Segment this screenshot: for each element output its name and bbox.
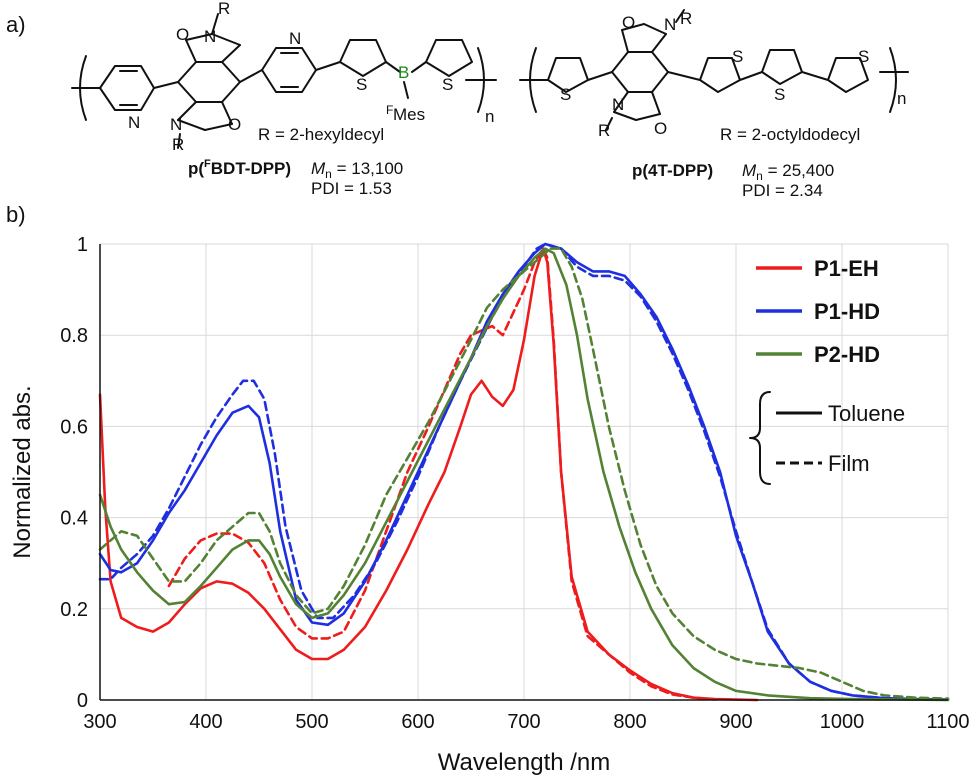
right-dpp-R1: R [680,9,692,28]
left-dpp-N1: N [204,27,216,46]
left-boron-F: F [386,103,393,117]
left-dpp-O2: O [228,115,241,134]
panel-label-b: b) [6,202,26,227]
x-axis-label: Wavelength /nm [438,749,611,776]
y-tick-label: 0.2 [60,599,88,621]
left-dpp-core [177,61,241,103]
left-boron-Mes: Mes [393,105,425,124]
y-tick-label: 0 [77,690,88,712]
right-dpp-core [611,51,669,93]
right-repeat-n: n [897,89,906,108]
legend-toluene-label: Toluene [828,401,905,426]
left-polymer-name: p(FBDT-DPP) [188,158,291,178]
right-thiophene-a-S: S [560,85,571,104]
x-tick-label: 300 [83,711,116,733]
left-thiophene-2-S: S [442,75,453,94]
series-line-p2-hd-toluene [98,247,950,702]
y-axis-label: Normalized abs. [9,385,36,558]
y-tick-label: 0.4 [60,508,88,530]
x-tick-label: 700 [507,711,540,733]
left-mn: Mn = 13,100 [311,159,403,181]
series-line-p1-eh-film [167,247,717,701]
left-pdi: PDI = 1.53 [311,179,392,198]
right-polymer-name: p(4T-DPP) [632,161,713,180]
right-thiophene-a [547,57,589,93]
y-tick-label: 1 [77,234,88,256]
left-r-definition: R = 2-hexyldecyl [258,125,384,144]
series-line-p1-eh-toluene [98,247,759,702]
panel-a: a) n N O N R [6,0,909,200]
right-thiophene-b-S: S [732,47,743,66]
series-line-p1-hd-film [98,242,950,701]
left-pyridine-ring [99,65,155,111]
legend-label-p1-eh: P1-EH [814,256,879,281]
x-tick-label: 500 [295,711,328,733]
left-pyridine-N-2: N [289,29,301,48]
left-dpp-N2: N [170,115,182,134]
chart-legend: P1-EH P1-HD P2-HD Toluene Film [749,256,905,485]
right-dpp-R2: R [598,121,610,140]
right-mn: Mn = 25,400 [742,161,834,183]
right-bracket-close [889,47,897,113]
right-dpp-N1: N [664,15,676,34]
right-thiophene-b [699,57,741,93]
legend-style-group: Toluene Film [749,391,905,485]
legend-series-entries: P1-EH P1-HD P2-HD [756,256,880,367]
legend-label-p2-hd: P2-HD [814,342,880,367]
chart-axes [99,244,948,701]
x-tick-label: 1100 [926,711,969,733]
legend-label-p1-hd: P1-HD [814,299,880,324]
right-thiophene-d [827,57,869,93]
legend-film-label: Film [828,451,870,476]
x-tick-label: 400 [189,711,222,733]
chart-tick-labels: 300 400 500 600 700 800 900 1000 1100 0 0.2 0.4 0.6 0… [60,234,969,733]
structure-left: n N O N R N R O [71,0,497,198]
right-thiophene-d-S: S [858,47,869,66]
panel-label-a: a) [6,12,26,37]
right-dpp-O1: O [622,13,635,32]
right-pdi: PDI = 2.34 [742,181,823,200]
right-thiophene-c [761,49,803,85]
x-tick-label: 900 [719,711,752,733]
chart-series [98,242,950,702]
left-pyridine-N: N [128,113,140,132]
left-pyridine-ring-2 [261,47,317,93]
y-tick-label: 0.6 [60,416,88,438]
right-dpp-O2: O [654,119,667,138]
x-tick-label: 1000 [820,711,865,733]
absorption-chart: 300 400 500 600 700 800 900 1000 1100 0 0.2 0.4 0.6 0… [9,234,970,776]
right-r-definition: R = 2-octyldodecyl [720,125,860,144]
y-tick-label: 0.8 [60,325,88,347]
left-repeat-n: n [485,107,494,126]
x-tick-label: 800 [613,711,646,733]
series-line-p2-hd-film [98,247,950,700]
left-thiophene-2 [425,39,473,77]
right-dpp-N2: N [612,95,624,114]
left-dpp-R2: R [172,135,184,154]
left-thiophene-1 [339,39,387,77]
right-thiophene-c-S: S [774,85,785,104]
left-boron: B [398,63,409,82]
left-dpp-R1: R [218,0,230,18]
x-tick-label: 600 [401,711,434,733]
left-dpp-O1: O [176,25,189,44]
structure-right: n S O N R N R O S [519,9,909,200]
left-thiophene-1-S: S [356,75,367,94]
legend-brace [749,391,771,485]
